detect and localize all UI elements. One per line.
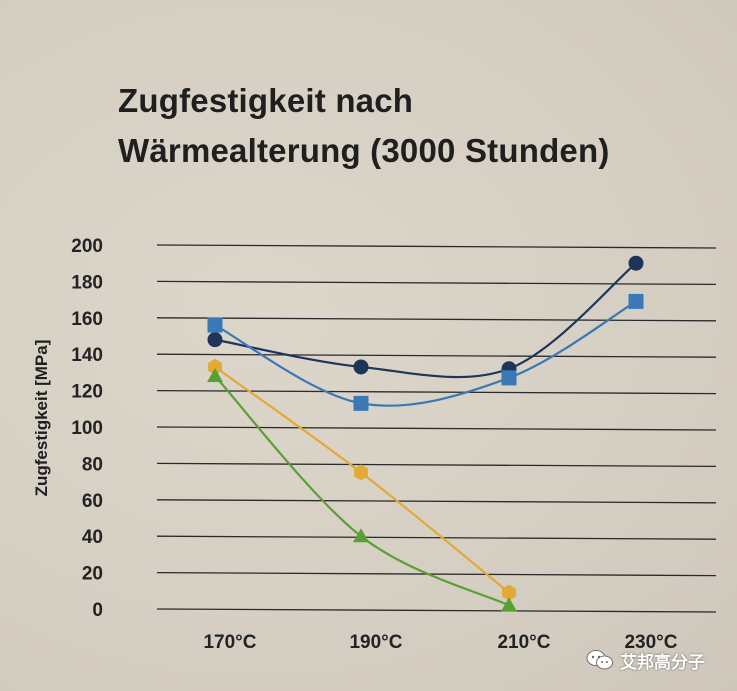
series-hexagon xyxy=(208,358,516,601)
grid-line xyxy=(156,499,717,504)
series-circle xyxy=(207,255,644,379)
series-line xyxy=(213,300,638,407)
data-point xyxy=(207,317,223,333)
wechat-icon xyxy=(586,649,614,671)
data-point xyxy=(353,359,369,375)
data-point xyxy=(207,332,223,348)
grid-line xyxy=(156,462,717,468)
series-line xyxy=(213,262,638,379)
data-point xyxy=(353,528,369,543)
data-point xyxy=(501,597,517,612)
data-point xyxy=(354,464,368,481)
grid-line xyxy=(156,608,717,613)
grid-line xyxy=(156,571,717,577)
y-tick-label: 60 xyxy=(82,491,103,512)
x-tick-label: 170°C xyxy=(203,632,256,653)
data-point xyxy=(208,358,222,375)
grid-lines xyxy=(156,244,717,613)
y-tick-label: 200 xyxy=(71,236,103,257)
series-group xyxy=(207,255,644,612)
y-tick-label: 180 xyxy=(71,272,103,293)
y-axis-ticks: 0 20 40 60 80 100 120 140 160 180 200 xyxy=(71,236,103,621)
series-square xyxy=(207,293,644,411)
y-tick-label: 0 xyxy=(92,600,103,621)
grid-line xyxy=(156,317,717,322)
chart-title-line-1: Zugfestigkeit nach xyxy=(118,82,414,119)
series-triangle xyxy=(207,368,517,612)
grid-line xyxy=(156,389,717,395)
data-point xyxy=(502,584,516,601)
grid-line xyxy=(156,244,717,249)
chart-title: Zugfestigkeit nach Wärmealterung (3000 S… xyxy=(118,76,718,176)
grid-line xyxy=(156,353,717,358)
watermark-text: 艾邦高分子 xyxy=(620,652,705,672)
y-tick-label: 160 xyxy=(71,309,103,330)
chart-title-line-2: Wärmealterung (3000 Stunden) xyxy=(118,132,610,169)
data-point xyxy=(628,293,644,309)
x-tick-label: 210°C xyxy=(497,632,550,653)
x-tick-label: 230°C xyxy=(624,632,677,653)
data-point xyxy=(207,368,223,383)
y-tick-label: 120 xyxy=(71,382,103,403)
grid-line xyxy=(156,426,717,431)
grid-line xyxy=(156,535,717,540)
y-tick-label: 140 xyxy=(71,345,103,366)
data-point xyxy=(353,395,369,411)
watermark: 艾邦高分子 xyxy=(586,648,705,672)
grid-line xyxy=(156,280,717,286)
y-tick-label: 100 xyxy=(71,418,103,439)
x-tick-label: 190°C xyxy=(349,632,402,653)
x-axis-ticks: 170°C 190°C 210°C 230°C xyxy=(203,632,677,653)
y-tick-label: 40 xyxy=(82,527,103,548)
data-point xyxy=(501,370,517,386)
data-point xyxy=(628,255,644,271)
y-tick-label: 80 xyxy=(82,454,103,475)
y-tick-label: 20 xyxy=(82,564,103,585)
